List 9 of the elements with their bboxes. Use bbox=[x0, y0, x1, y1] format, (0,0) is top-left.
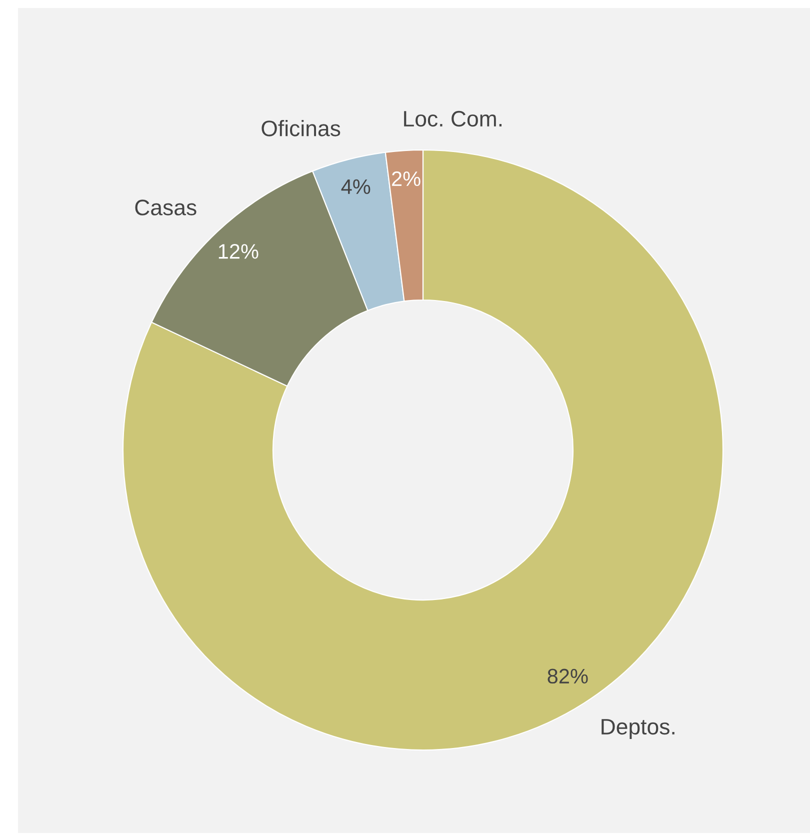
slice-label: Deptos. bbox=[602, 719, 674, 739]
slice-label: Loc. Com. bbox=[404, 110, 502, 127]
data-label: 12% bbox=[218, 244, 258, 259]
data-label: 2% bbox=[392, 171, 420, 186]
slice-label: Casas bbox=[135, 200, 196, 216]
slice-label: Oficinas bbox=[262, 120, 340, 136]
data-label: 4% bbox=[341, 179, 370, 194]
donut-slice bbox=[122, 149, 724, 751]
data-label: 82% bbox=[548, 668, 588, 684]
